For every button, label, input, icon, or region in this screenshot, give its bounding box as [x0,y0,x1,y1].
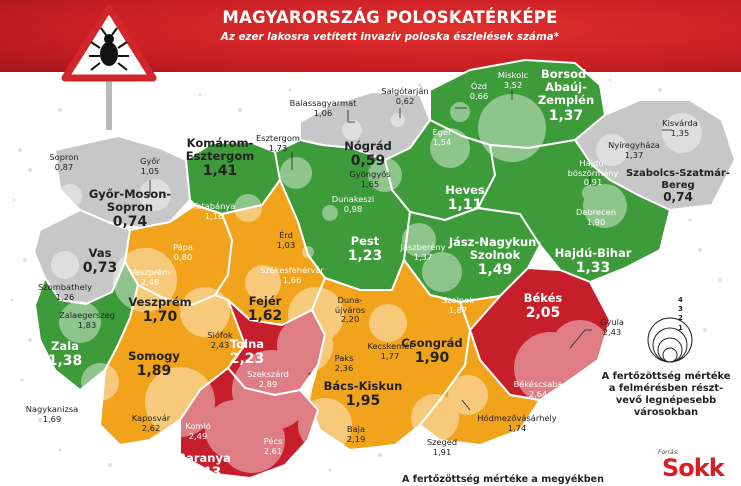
legend-level-2: 2 [678,314,683,322]
city-kecskemet: Kecskemét 1,77 [367,341,413,361]
page-subtitle: Az ezer lakosra vetített invazív poloska… [220,31,560,43]
city-nagykanizsa: Nagykanizsa 1,69 [25,404,79,424]
city-hajduboszormeny: Hajdú- böszörmény 0,91 [567,158,619,188]
city-gyor: Győr 1,05 [140,156,160,176]
county-somogy: Somogy 1,89 [128,349,180,380]
county-gyor-moson-sopron: Győr-Moson- Sopron 0,74 [88,187,172,231]
city-papa: Pápa 0,80 [172,242,194,262]
city-salgotarjan: Salgótarján 0,62 [381,86,429,106]
city-debrecen: Debrecen 1,90 [575,207,617,227]
county-szabolcs-szatmar-bereg: Szabolcs-Szatmár- Bereg 0,74 [625,168,731,204]
city-komlo: Komló 2,49 [185,421,211,441]
county-jasz-nagykun-szolnok: Jász-Nagykun- Szolnok 1,49 [448,235,542,279]
city-erd: Érd 1,03 [276,230,296,250]
footer-note: A fertőzöttség mértéke a megyékben [402,474,604,485]
county-zala: Zala 1,38 [47,339,83,370]
city-jaszbereny: Jászberény 1,37 [400,242,446,262]
county-veszprem: Veszprém 1,70 [128,295,192,326]
city-szeged: Szeged 1,91 [426,437,458,457]
city-miskolc: Miskolc 3,52 [497,70,529,90]
county-csongrad: Csongrád 1,90 [401,336,463,367]
brand-logo: Sokk [662,454,725,482]
county-bacs-kiskun: Bács-Kiskun 1,95 [323,379,403,410]
city-paks: Paks 2,36 [334,353,354,373]
bug-warning-sign-icon [61,4,157,130]
county-heves: Heves 1,11 [445,183,485,214]
city-tatabanya: Tatabánya 1,16 [192,201,236,221]
city-szekszard: Szekszárd 2,89 [247,369,289,389]
page-title: MAGYARORSZÁG POLOSKATÉRKÉPE [222,8,558,27]
county-pest: Pest 1,23 [347,234,383,265]
city-zalaegerszeg: Zalaegerszeg 1,83 [58,310,116,330]
legend-level-4: 4 [678,296,683,304]
county-tolna: Tolna 2,23 [229,337,265,368]
city-hodmezovasarhely: Hódmezővásárhely 1,74 [477,413,557,433]
city-eger: Eger 1,54 [432,127,452,147]
city-kisvarda: Kisvárda 1,35 [662,118,698,138]
city-szombathely: Szombathely 1,26 [38,282,92,302]
county-vas: Vas 0,73 [82,246,118,277]
county-borsod-abauj-zemplen: Borsod- Abaúj- Zemplén 1,37 [537,67,595,124]
county-nograd: Nógrád 0,59 [344,139,392,170]
city-dunakeszi: Dunakeszi 0,98 [331,194,375,214]
legend-level-3: 3 [678,305,683,313]
legend-level-1: 1 [678,324,683,332]
city-ozd: Ózd 0,66 [469,81,489,101]
source-label: Forrás: [658,449,679,456]
county-bekes: Békés 2,05 [523,291,563,322]
city-veszprem: Veszprém 2,48 [129,267,171,287]
city-bekescsaba: Békéscsaba 2,64 [513,379,563,399]
county-hajdu-bihar: Hajdú-Bihar 1,33 [554,246,632,277]
county-komarom-esztergom: Komárom- Esztergom 1,41 [185,136,255,180]
county-baranya: Baranya 2,43 [177,451,231,482]
city-sopron: Sopron 0,87 [49,152,79,172]
city-gyongyos: Gyöngyös 1,65 [349,169,391,189]
city-dunaujvaros: Duna- újváros 2,20 [334,295,366,325]
city-nyiregyhaza: Nyíregyháza 1,37 [608,140,660,160]
city-baja: Baja 2,19 [346,424,366,444]
legend-note: A fertőzöttség mértéke a felmérésben rés… [601,371,731,418]
city-szolnok: Szolnok 1,87 [441,295,475,315]
city-szekesfehervar: Székesfehérvár 1,66 [260,265,324,285]
city-balassagyarmat: Balassagyarmat 1,06 [289,98,357,118]
city-siofok: Siófok 2,43 [207,330,233,350]
city-esztergom: Esztergom 1,73 [256,133,300,153]
city-kaposvar: Kaposvár 2,62 [131,413,171,433]
city-pecs: Pécs 2,61 [263,436,283,456]
county-fejer: Fejér 1,62 [247,294,283,325]
city-gyula: Gyula 2,43 [600,317,624,337]
